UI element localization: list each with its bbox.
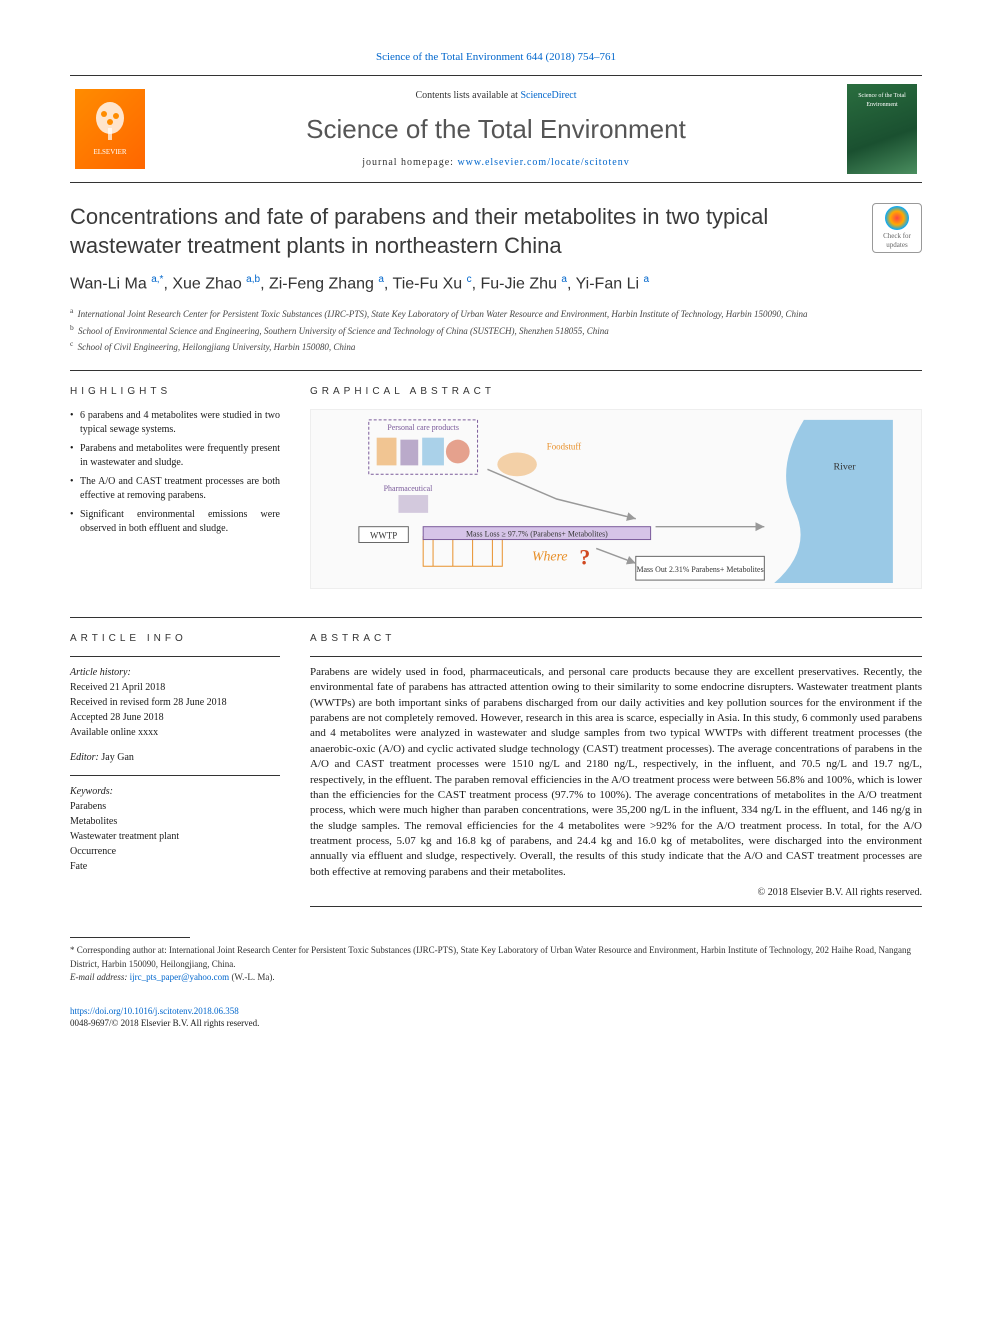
mass-out-label: Mass Out 2.31% Parabens+ Metabolites bbox=[636, 565, 763, 574]
keyword: Wastewater treatment plant bbox=[70, 829, 280, 844]
doi-link[interactable]: https://doi.org/10.1016/j.scitotenv.2018… bbox=[70, 1006, 239, 1016]
article-title: Concentrations and fate of parabens and … bbox=[70, 203, 872, 260]
homepage-line: journal homepage: www.elsevier.com/locat… bbox=[165, 156, 827, 170]
sciencedirect-link[interactable]: ScienceDirect bbox=[520, 90, 576, 101]
affiliation-line: a International Joint Research Center fo… bbox=[70, 305, 922, 322]
divider bbox=[70, 656, 280, 657]
river-label: River bbox=[834, 461, 857, 472]
divider bbox=[310, 906, 922, 907]
highlight-item: Parabens and metabolites were frequently… bbox=[70, 442, 280, 470]
corr-author-text: International Joint Research Center for … bbox=[70, 945, 911, 969]
affiliations: a International Joint Research Center fo… bbox=[70, 305, 922, 355]
publisher-logo: ELSEVIER bbox=[75, 89, 145, 169]
copyright-line: © 2018 Elsevier B.V. All rights reserved… bbox=[310, 886, 922, 900]
keyword: Fate bbox=[70, 859, 280, 874]
editor-label: Editor: bbox=[70, 752, 99, 763]
journal-cover-thumb: Science of the Total Environment bbox=[847, 84, 917, 174]
homepage-link[interactable]: www.elsevier.com/locate/scitotenv bbox=[457, 157, 629, 168]
author-list: Wan-Li Ma a,*, Xue Zhao a,b, Zi-Feng Zha… bbox=[70, 273, 922, 296]
abstract-text: Parabens are widely used in food, pharma… bbox=[310, 665, 922, 880]
keyword: Parabens bbox=[70, 799, 280, 814]
mass-loss-label: Mass Loss ≥ 97.7% (Parabens+ Metabolites… bbox=[466, 529, 608, 538]
divider bbox=[310, 656, 922, 657]
affiliation-line: b School of Environmental Science and En… bbox=[70, 322, 922, 339]
highlights-heading: HIGHLIGHTS bbox=[70, 385, 280, 399]
email-author: (W.-L. Ma). bbox=[231, 972, 274, 982]
graphical-abstract-svg: River Personal care products Foodstuff P… bbox=[311, 410, 921, 588]
graphical-abstract-figure: River Personal care products Foodstuff P… bbox=[310, 409, 922, 589]
issn-line: 0048-9697/© 2018 Elsevier B.V. All right… bbox=[70, 1018, 259, 1028]
keywords: ParabensMetabolitesWastewater treatment … bbox=[70, 799, 280, 874]
article-info-heading: ARTICLE INFO bbox=[70, 632, 280, 646]
crossmark-badge[interactable]: Check for updates bbox=[872, 203, 922, 253]
question-mark: ? bbox=[579, 545, 590, 569]
divider bbox=[70, 617, 922, 618]
highlight-item: 6 parabens and 4 metabolites were studie… bbox=[70, 409, 280, 437]
footnotes: * Corresponding author at: International… bbox=[70, 944, 922, 985]
foodstuff-label: Foodstuff bbox=[547, 441, 581, 451]
pharma-label: Pharmaceutical bbox=[384, 484, 434, 493]
journal-name: Science of the Total Environment bbox=[165, 111, 827, 147]
highlights-list: 6 parabens and 4 metabolites were studie… bbox=[70, 409, 280, 536]
abstract-heading: ABSTRACT bbox=[310, 632, 922, 646]
keyword: Metabolites bbox=[70, 814, 280, 829]
email-link[interactable]: ijrc_pts_paper@yahoo.com bbox=[130, 972, 230, 982]
corr-author-label: * Corresponding author at: bbox=[70, 945, 167, 955]
wwtp-label: WWTP bbox=[370, 530, 397, 540]
divider bbox=[70, 775, 280, 776]
contents-prefix: Contents lists available at bbox=[415, 90, 520, 101]
homepage-prefix: journal homepage: bbox=[362, 157, 457, 168]
article-history: Received 21 April 2018Received in revise… bbox=[70, 680, 280, 740]
crossmark-icon bbox=[885, 206, 909, 230]
email-label: E-mail address: bbox=[70, 972, 127, 982]
contents-line: Contents lists available at ScienceDirec… bbox=[165, 89, 827, 103]
highlight-item: Significant environmental emissions were… bbox=[70, 508, 280, 536]
cover-title-text: Science of the Total Environment bbox=[847, 92, 917, 109]
footnote-separator bbox=[70, 937, 190, 938]
editor-name: Jay Gan bbox=[101, 752, 134, 763]
doi-block: https://doi.org/10.1016/j.scitotenv.2018… bbox=[70, 1005, 922, 1030]
article-history-label: Article history: bbox=[70, 665, 280, 680]
top-citation: Science of the Total Environment 644 (20… bbox=[70, 50, 922, 65]
keywords-label: Keywords: bbox=[70, 784, 280, 799]
crossmark-text: Check for updates bbox=[873, 232, 921, 252]
history-line: Received 21 April 2018 bbox=[70, 680, 280, 695]
publisher-logo-text: ELSEVIER bbox=[93, 148, 126, 158]
history-line: Available online xxxx bbox=[70, 725, 280, 740]
elsevier-tree-icon bbox=[90, 100, 130, 145]
river-shape bbox=[774, 420, 893, 583]
journal-header: ELSEVIER Contents lists available at Sci… bbox=[70, 75, 922, 183]
where-label: Where bbox=[532, 548, 568, 563]
graphical-abstract-heading: GRAPHICAL ABSTRACT bbox=[310, 385, 922, 399]
highlight-item: The A/O and CAST treatment processes are… bbox=[70, 475, 280, 503]
history-line: Accepted 28 June 2018 bbox=[70, 710, 280, 725]
history-line: Received in revised form 28 June 2018 bbox=[70, 695, 280, 710]
affiliation-line: c School of Civil Engineering, Heilongji… bbox=[70, 338, 922, 355]
products-label: Personal care products bbox=[387, 423, 459, 432]
keyword: Occurrence bbox=[70, 844, 280, 859]
divider bbox=[70, 370, 922, 371]
